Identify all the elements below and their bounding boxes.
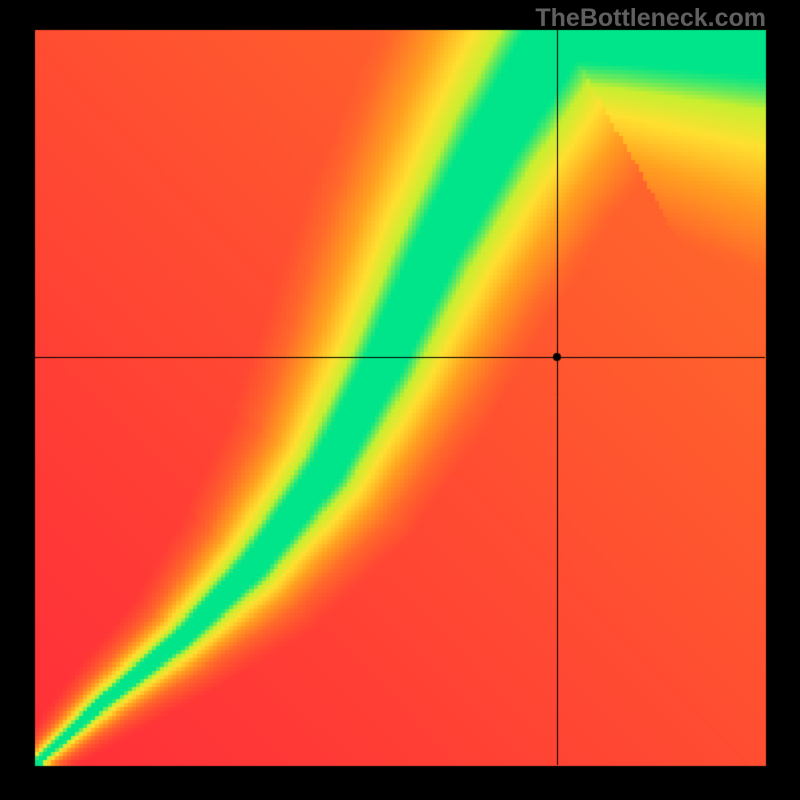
bottleneck-heatmap xyxy=(0,0,800,800)
watermark-text: TheBottleneck.com xyxy=(535,4,766,33)
